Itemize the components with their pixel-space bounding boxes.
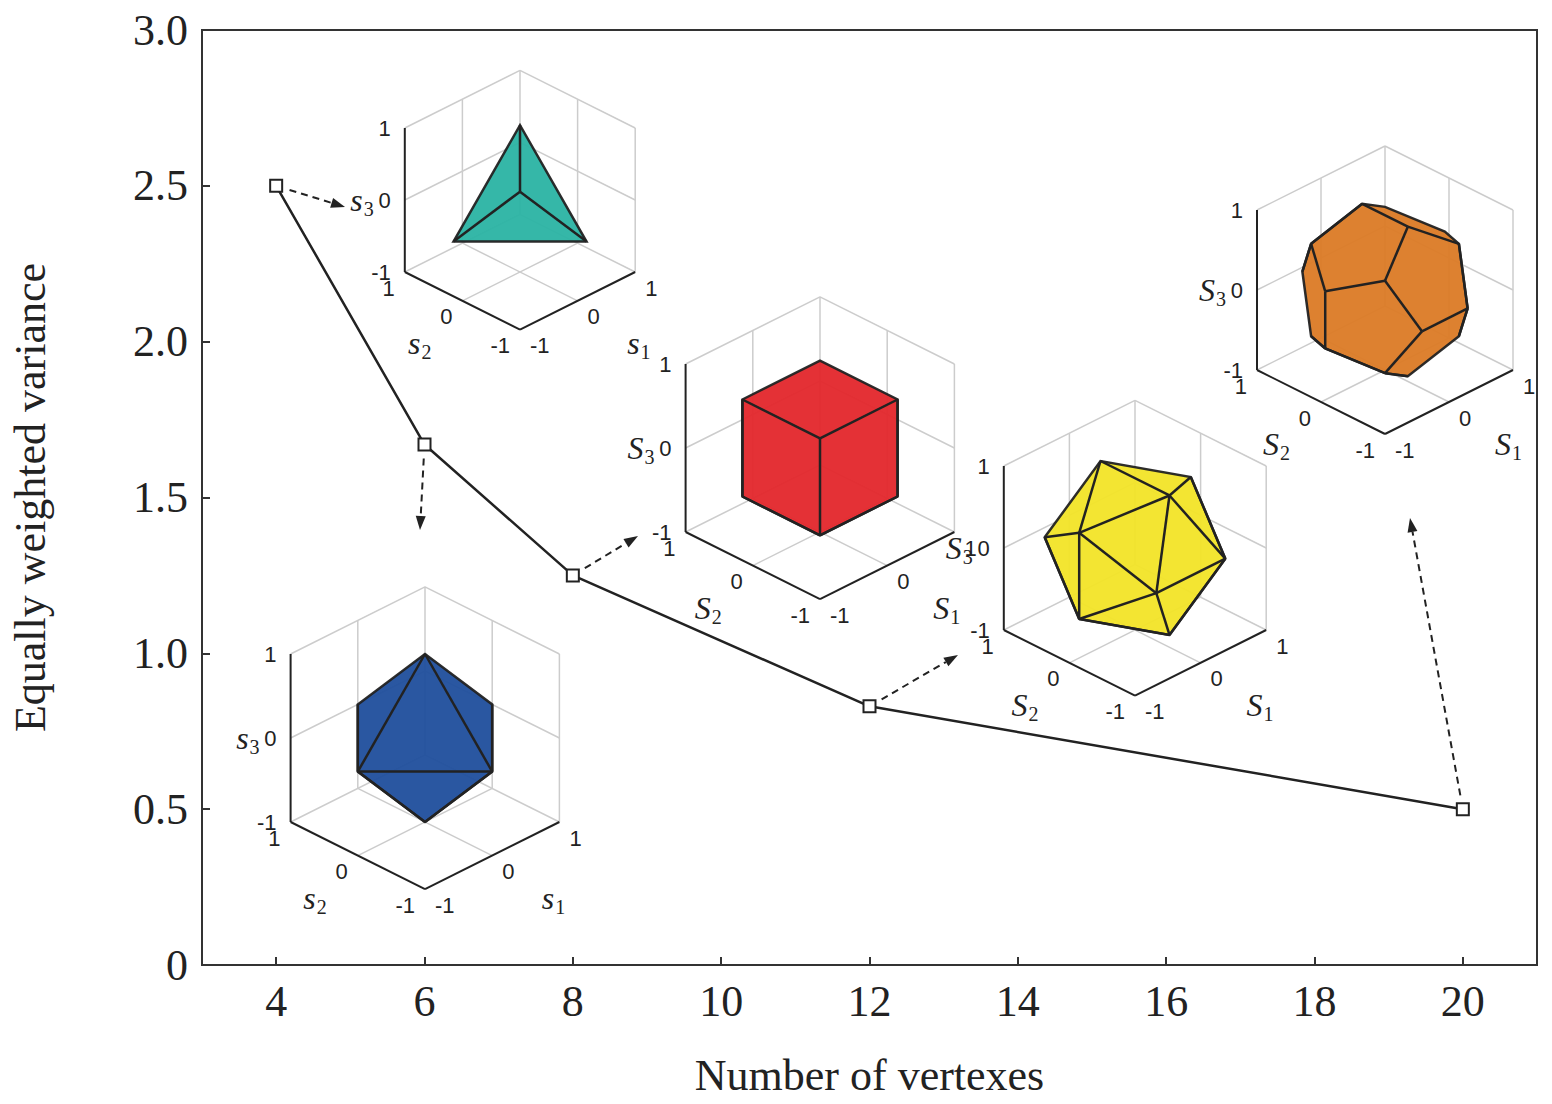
svg-text:0: 0 bbox=[978, 536, 990, 561]
svg-text:1.5: 1.5 bbox=[133, 473, 188, 522]
svg-text:-1: -1 bbox=[1355, 438, 1375, 463]
svg-text:0: 0 bbox=[1211, 666, 1223, 691]
svg-text:3.0: 3.0 bbox=[133, 6, 188, 55]
svg-text:16: 16 bbox=[1144, 977, 1188, 1026]
svg-text:s: s bbox=[627, 325, 639, 361]
svg-text:0: 0 bbox=[1299, 406, 1311, 431]
svg-text:0: 0 bbox=[1231, 278, 1243, 303]
svg-text:0: 0 bbox=[379, 188, 391, 213]
svg-text:-1: -1 bbox=[490, 333, 510, 358]
svg-text:0: 0 bbox=[336, 859, 348, 884]
svg-text:S: S bbox=[1199, 272, 1215, 308]
svg-text:1.0: 1.0 bbox=[133, 629, 188, 678]
svg-text:1: 1 bbox=[1523, 374, 1535, 399]
svg-text:1: 1 bbox=[264, 642, 276, 667]
svg-text:2: 2 bbox=[1280, 442, 1290, 464]
svg-text:-1: -1 bbox=[371, 259, 391, 285]
svg-text:3: 3 bbox=[1216, 288, 1226, 310]
svg-text:1: 1 bbox=[659, 352, 671, 377]
svg-text:S: S bbox=[1011, 687, 1027, 723]
svg-text:-1: -1 bbox=[790, 603, 810, 628]
svg-text:2.0: 2.0 bbox=[133, 317, 188, 366]
svg-text:0: 0 bbox=[731, 569, 743, 594]
svg-text:-1: -1 bbox=[1105, 699, 1125, 724]
svg-text:1: 1 bbox=[982, 634, 994, 659]
svg-text:Number of vertexes: Number of vertexes bbox=[695, 1051, 1044, 1100]
svg-text:1: 1 bbox=[569, 826, 581, 851]
svg-text:20: 20 bbox=[1441, 977, 1485, 1026]
svg-text:2: 2 bbox=[712, 606, 722, 628]
svg-text:-1: -1 bbox=[1395, 438, 1415, 463]
svg-text:1: 1 bbox=[1276, 634, 1288, 659]
svg-text:4: 4 bbox=[265, 977, 287, 1026]
svg-text:1: 1 bbox=[1231, 198, 1243, 223]
svg-text:0: 0 bbox=[440, 304, 452, 329]
svg-text:1: 1 bbox=[555, 896, 565, 918]
svg-text:2: 2 bbox=[317, 896, 327, 918]
svg-text:8: 8 bbox=[562, 977, 584, 1026]
svg-text:S: S bbox=[1263, 426, 1279, 462]
svg-text:1: 1 bbox=[383, 276, 395, 301]
svg-text:-1: -1 bbox=[395, 893, 415, 918]
svg-text:14: 14 bbox=[996, 977, 1040, 1026]
svg-text:3: 3 bbox=[364, 198, 374, 220]
svg-text:12: 12 bbox=[848, 977, 892, 1026]
svg-text:Equally weighted variance: Equally weighted variance bbox=[6, 263, 55, 732]
svg-text:1: 1 bbox=[645, 276, 657, 301]
svg-text:-1: -1 bbox=[1223, 357, 1243, 383]
svg-text:0: 0 bbox=[1047, 666, 1059, 691]
svg-text:s: s bbox=[408, 325, 420, 361]
svg-text:1: 1 bbox=[1512, 442, 1522, 464]
svg-text:-1: -1 bbox=[530, 333, 550, 358]
svg-text:1: 1 bbox=[641, 341, 651, 363]
svg-text:2.5: 2.5 bbox=[133, 161, 188, 210]
svg-text:0: 0 bbox=[897, 569, 909, 594]
svg-text:S: S bbox=[933, 590, 949, 626]
svg-text:S: S bbox=[695, 590, 711, 626]
svg-text:s: s bbox=[236, 720, 248, 756]
svg-text:3: 3 bbox=[250, 736, 260, 758]
svg-text:0: 0 bbox=[264, 726, 276, 751]
svg-text:3: 3 bbox=[645, 446, 655, 468]
svg-text:0.5: 0.5 bbox=[133, 785, 188, 834]
svg-text:10: 10 bbox=[699, 977, 743, 1026]
svg-text:s: s bbox=[542, 880, 554, 916]
svg-text:0: 0 bbox=[166, 941, 188, 990]
svg-text:1: 1 bbox=[950, 606, 960, 628]
svg-text:S: S bbox=[1247, 687, 1263, 723]
svg-text:S: S bbox=[1495, 426, 1511, 462]
svg-text:-1: -1 bbox=[257, 809, 277, 835]
svg-text:1: 1 bbox=[663, 536, 675, 561]
svg-text:2: 2 bbox=[1028, 703, 1038, 725]
svg-text:s: s bbox=[303, 880, 315, 916]
svg-text:1: 1 bbox=[1235, 374, 1247, 399]
svg-text:3: 3 bbox=[963, 546, 973, 568]
svg-text:0: 0 bbox=[588, 304, 600, 329]
svg-text:S: S bbox=[628, 430, 644, 466]
svg-text:2: 2 bbox=[421, 341, 431, 363]
svg-text:-1: -1 bbox=[1145, 699, 1165, 724]
svg-text:s: s bbox=[350, 182, 362, 218]
svg-text:-1: -1 bbox=[652, 519, 672, 545]
svg-text:1: 1 bbox=[268, 826, 280, 851]
svg-text:0: 0 bbox=[659, 436, 671, 461]
svg-text:6: 6 bbox=[414, 977, 436, 1026]
svg-text:1: 1 bbox=[1264, 703, 1274, 725]
svg-text:1: 1 bbox=[379, 116, 391, 141]
svg-text:-1: -1 bbox=[970, 617, 990, 643]
svg-text:-1: -1 bbox=[435, 893, 455, 918]
svg-text:S: S bbox=[946, 530, 962, 566]
svg-text:0: 0 bbox=[1459, 406, 1471, 431]
svg-text:1: 1 bbox=[978, 454, 990, 479]
svg-text:-1: -1 bbox=[830, 603, 850, 628]
svg-text:18: 18 bbox=[1293, 977, 1337, 1026]
svg-text:0: 0 bbox=[502, 859, 514, 884]
